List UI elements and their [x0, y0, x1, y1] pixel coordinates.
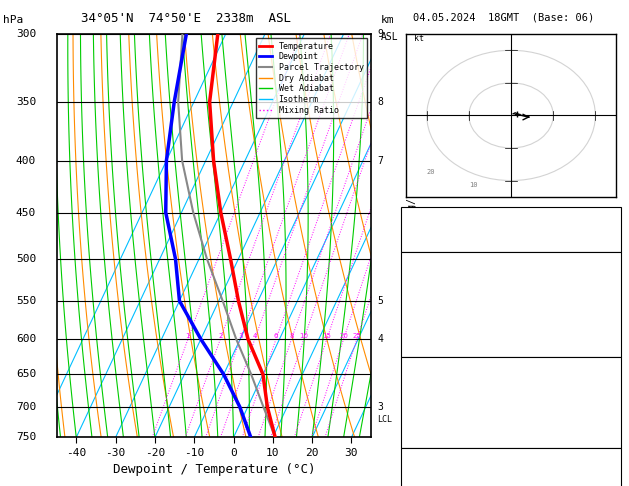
Text: 6: 6 — [274, 333, 278, 339]
Text: 20: 20 — [426, 169, 435, 175]
Text: 350: 350 — [16, 97, 36, 107]
Text: 4.4: 4.4 — [601, 285, 618, 294]
Text: PW (cm): PW (cm) — [405, 240, 443, 249]
Text: 400: 400 — [16, 156, 36, 166]
Text: 7: 7 — [377, 156, 383, 166]
Text: 650: 650 — [16, 369, 36, 380]
Text: kt: kt — [414, 34, 424, 43]
Text: 700: 700 — [16, 402, 36, 412]
Text: 4: 4 — [253, 333, 257, 339]
Text: Surface: Surface — [493, 255, 530, 264]
Text: hPa: hPa — [3, 15, 23, 25]
Text: Hodograph: Hodograph — [487, 451, 535, 460]
Text: 750: 750 — [16, 433, 36, 442]
Text: 10: 10 — [469, 182, 477, 188]
Text: 8: 8 — [289, 333, 294, 339]
Text: 7: 7 — [612, 466, 618, 475]
Text: 8: 8 — [377, 97, 383, 107]
Text: 300: 300 — [16, 29, 36, 39]
X-axis label: Dewpoint / Temperature (°C): Dewpoint / Temperature (°C) — [113, 463, 315, 476]
Text: 34°05'N  74°50'E  2338m  ASL: 34°05'N 74°50'E 2338m ASL — [81, 12, 291, 25]
Text: -9999: -9999 — [591, 225, 618, 234]
Text: 326: 326 — [601, 300, 618, 309]
Text: 10.6: 10.6 — [596, 270, 618, 279]
Text: 1.26: 1.26 — [596, 240, 618, 249]
Text: 15: 15 — [607, 481, 618, 486]
Text: Mixing Ratio (g/kg): Mixing Ratio (g/kg) — [407, 180, 417, 292]
Text: 15: 15 — [323, 333, 331, 339]
Text: CAPE (J): CAPE (J) — [405, 421, 448, 430]
Text: CAPE (J): CAPE (J) — [405, 330, 448, 339]
Text: 3: 3 — [377, 402, 383, 412]
Text: Lifted Index: Lifted Index — [405, 406, 470, 415]
Text: 9: 9 — [377, 29, 383, 39]
Text: Pressure (mb): Pressure (mb) — [405, 376, 475, 384]
Legend: Temperature, Dewpoint, Parcel Trajectory, Dry Adiabat, Wet Adiabat, Isotherm, Mi: Temperature, Dewpoint, Parcel Trajectory… — [256, 38, 367, 118]
Text: 10: 10 — [299, 333, 308, 339]
Text: CIN (J): CIN (J) — [405, 346, 443, 354]
Text: 40: 40 — [607, 436, 618, 445]
Text: LCL: LCL — [377, 415, 392, 424]
Text: Dewp (°C): Dewp (°C) — [405, 285, 454, 294]
Text: 4: 4 — [377, 334, 383, 344]
Text: 3: 3 — [238, 333, 242, 339]
Text: 450: 450 — [16, 208, 36, 218]
Text: CIN (J): CIN (J) — [405, 436, 443, 445]
Text: Lifted Index: Lifted Index — [405, 315, 470, 324]
Text: 600: 600 — [16, 334, 36, 344]
Text: 04.05.2024  18GMT  (Base: 06): 04.05.2024 18GMT (Base: 06) — [413, 12, 594, 22]
Text: Temp (°C): Temp (°C) — [405, 270, 454, 279]
Text: 1: 1 — [612, 315, 618, 324]
Text: 0: 0 — [612, 330, 618, 339]
Text: © weatheronline.co.uk: © weatheronline.co.uk — [459, 473, 564, 482]
Text: θᴇ (K): θᴇ (K) — [405, 391, 437, 399]
Text: 2: 2 — [218, 333, 223, 339]
Text: Most Unstable: Most Unstable — [476, 361, 547, 369]
Text: K: K — [405, 210, 411, 219]
Text: -9999: -9999 — [591, 210, 618, 219]
Text: -0: -0 — [607, 406, 618, 415]
Text: 1: 1 — [186, 333, 190, 339]
Text: 500: 500 — [16, 254, 36, 264]
Text: km: km — [381, 15, 394, 25]
Text: SREH: SREH — [405, 481, 426, 486]
Text: 329: 329 — [601, 391, 618, 399]
Text: EH: EH — [405, 466, 416, 475]
Text: 550: 550 — [16, 296, 36, 306]
Text: Totals Totals: Totals Totals — [405, 225, 475, 234]
Text: 30: 30 — [607, 421, 618, 430]
Text: 750: 750 — [601, 376, 618, 384]
Text: ASL: ASL — [381, 32, 398, 42]
Text: 0: 0 — [612, 346, 618, 354]
Text: 20: 20 — [339, 333, 348, 339]
Text: θᴇ(K): θᴇ(K) — [405, 300, 432, 309]
Text: 5: 5 — [377, 296, 383, 306]
Text: 25: 25 — [352, 333, 361, 339]
